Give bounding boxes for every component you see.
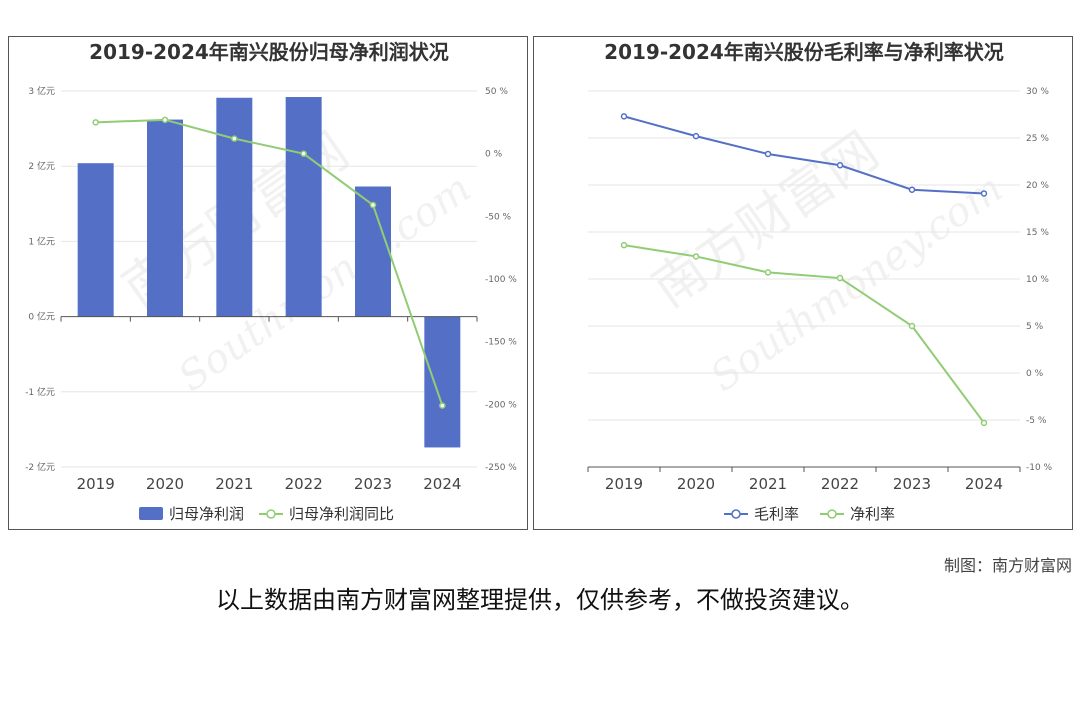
point-net-margin	[692, 253, 700, 260]
point-yoy	[439, 402, 446, 409]
x-tick-label: 2021	[215, 475, 253, 493]
point-net-margin	[764, 269, 772, 276]
x-tick-label: 2023	[354, 475, 392, 493]
legend-label-bar: 归母净利润	[169, 505, 244, 523]
x-tick-label: 2020	[146, 475, 184, 493]
legend-marker-line	[266, 509, 276, 519]
x-tick-label: 2024	[965, 475, 1003, 493]
margin-chart: 南方财富网Southmoney.com2019-2024年南兴股份毛利率与净利率…	[587, 40, 1053, 523]
y-right-tick: -50 %	[485, 212, 512, 222]
legend-marker	[731, 509, 741, 519]
y-right-tick: 25 %	[1026, 134, 1049, 144]
legend-label: 毛利率	[754, 505, 799, 523]
chart-title: 2019-2024年南兴股份归母净利润状况	[89, 40, 449, 64]
point-gross-margin	[692, 132, 700, 140]
net-profit-chart: 南方财富网Southmoney.com2019-2024年南兴股份归母净利润状况…	[25, 40, 517, 523]
x-tick-label: 2023	[893, 475, 931, 493]
chart-credit: 制图：南方财富网	[943, 556, 1072, 575]
x-tick-label: 2020	[677, 475, 715, 493]
y-right-tick: 50 %	[485, 87, 508, 97]
y-left-tick: 2 亿元	[28, 160, 55, 172]
y-right-tick: -150 %	[485, 338, 517, 348]
line-net-margin	[623, 244, 985, 424]
y-right-tick: -200 %	[485, 400, 517, 410]
bar-net-profit	[147, 119, 183, 317]
x-tick-label: 2022	[821, 475, 859, 493]
y-right-tick: 30 %	[1026, 87, 1049, 97]
point-gross-margin	[764, 150, 772, 158]
y-left-tick: 0 亿元	[28, 311, 55, 323]
point-gross-margin	[908, 186, 916, 193]
y-right-tick: 20 %	[1026, 181, 1049, 191]
point-gross-margin	[620, 113, 628, 120]
point-yoy	[300, 150, 307, 157]
bar-net-profit	[285, 97, 322, 317]
point-yoy	[161, 116, 169, 124]
point-net-margin	[908, 322, 916, 330]
bar-net-profit	[216, 97, 253, 317]
y-left-tick: -1 亿元	[25, 386, 55, 398]
x-tick-label: 2021	[749, 475, 787, 493]
y-right-tick: -100 %	[485, 275, 517, 285]
y-right-tick: 15 %	[1026, 228, 1049, 238]
point-net-margin	[836, 274, 844, 282]
y-right-tick: -10 %	[1026, 463, 1053, 473]
bar-net-profit	[424, 316, 461, 448]
legend-swatch-bar	[139, 507, 163, 520]
line-yoy	[95, 118, 444, 406]
x-tick-label: 2022	[285, 475, 323, 493]
chart-title: 2019-2024年南兴股份毛利率与净利率状况	[604, 40, 1004, 64]
y-left-tick: -2 亿元	[25, 461, 55, 473]
y-left-tick: 3 亿元	[28, 85, 55, 97]
y-right-tick: 5 %	[1026, 322, 1044, 332]
y-right-tick: -250 %	[485, 463, 517, 473]
point-gross-margin	[980, 190, 988, 197]
x-tick-label: 2019	[77, 475, 115, 493]
legend-label: 净利率	[850, 505, 895, 523]
x-tick-label: 2019	[605, 475, 643, 493]
net-profit-chart-panel: 南方财富网Southmoney.com2019-2024年南兴股份归母净利润状况…	[8, 36, 528, 530]
point-gross-margin	[836, 162, 844, 169]
point-net-margin	[980, 419, 988, 427]
disclaimer-note: 以上数据由南方财富网整理提供，仅供参考，不做投资建议。	[216, 586, 864, 614]
margin-chart-panel: 南方财富网 Southmoney.com 2019-2024年南兴股份毛利率与净利率…	[533, 36, 1073, 530]
point-yoy	[92, 119, 99, 126]
y-right-tick: 10 %	[1026, 275, 1049, 285]
point-net-margin	[620, 241, 628, 249]
point-yoy	[231, 135, 238, 142]
y-right-tick: 0 %	[485, 150, 503, 160]
legend-marker	[827, 509, 837, 519]
bar-net-profit	[77, 163, 114, 317]
line-gross-margin	[623, 115, 985, 195]
y-right-tick: -5 %	[1026, 416, 1047, 426]
x-tick-label: 2024	[423, 475, 461, 493]
y-left-tick: 1 亿元	[28, 235, 55, 247]
y-right-tick: 0 %	[1026, 369, 1044, 379]
point-yoy	[369, 201, 377, 209]
legend-label-line: 归母净利润同比	[289, 505, 394, 523]
